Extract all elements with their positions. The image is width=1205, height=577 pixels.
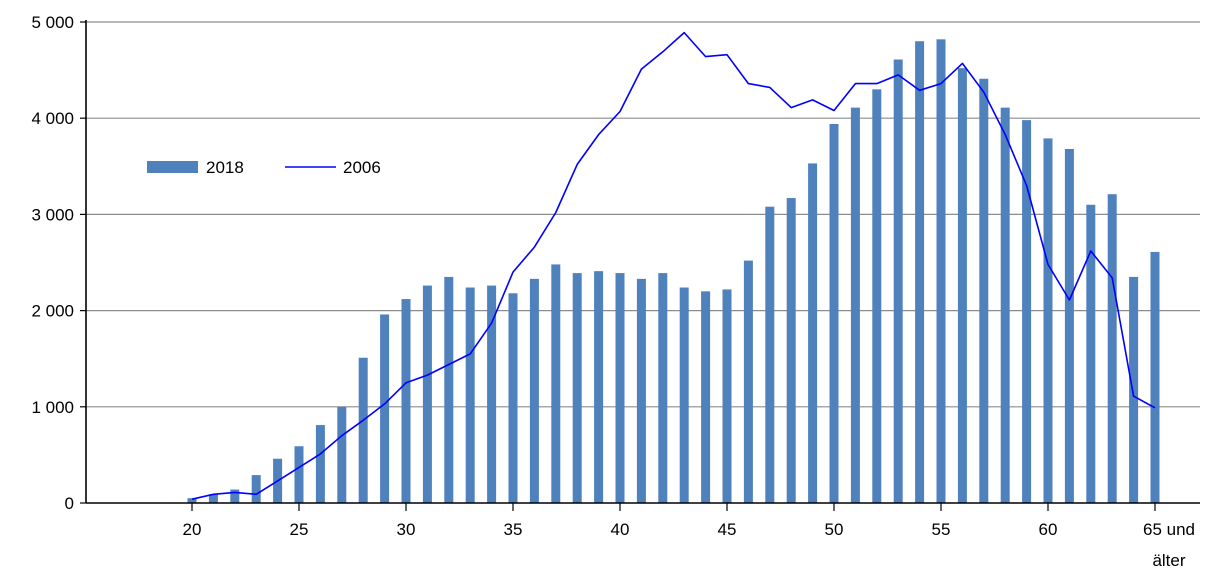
bar-2018 (1000, 107, 1010, 504)
bar-2018 (1086, 204, 1096, 503)
bar-2018 (1150, 251, 1160, 503)
bar-2018 (850, 107, 860, 504)
bar-2018 (786, 198, 796, 503)
bars-series-2018 (187, 39, 1160, 504)
y-tick-label: 0 (65, 494, 74, 513)
bar-2018 (1043, 138, 1053, 504)
legend-label-2018: 2018 (206, 158, 244, 177)
bar-2018 (529, 278, 539, 503)
bar-2018 (487, 285, 497, 503)
x-tick-label: 20 (183, 520, 202, 539)
bar-2018 (1022, 120, 1032, 504)
bar-2018 (594, 271, 604, 503)
line-series-2006 (191, 31, 1156, 500)
bar-2018 (679, 287, 689, 503)
bar-2018 (743, 260, 753, 503)
x-tick-label: 45 (718, 520, 737, 539)
x-tick-label: älter (1152, 551, 1185, 570)
x-tick-label: 25 (290, 520, 309, 539)
bar-2018 (422, 285, 432, 503)
bar-2018 (957, 68, 967, 504)
bar-2018 (979, 78, 989, 504)
x-tick-label: 50 (825, 520, 844, 539)
y-tick-label: 1 000 (31, 398, 74, 417)
bar-2018 (572, 273, 582, 503)
bar-2018 (251, 475, 261, 503)
grid-lines (86, 21, 1200, 408)
bar-2018 (508, 293, 518, 503)
legend: 2018 2006 (147, 158, 381, 177)
y-tick-label: 3 000 (31, 205, 74, 224)
bar-2018 (1064, 148, 1074, 503)
bar-2018 (294, 446, 304, 503)
bar-2018 (230, 489, 240, 503)
bar-2018 (358, 357, 368, 503)
y-tick-label: 2 000 (31, 302, 74, 321)
bar-2018 (208, 494, 218, 503)
y-tick-label: 4 000 (31, 109, 74, 128)
bar-2018 (829, 123, 839, 504)
y-tick-labels: 0 1 000 2 000 3 000 4 000 5 000 (31, 13, 86, 513)
bar-2018 (315, 425, 325, 503)
x-tick-label: 65 und (1143, 520, 1195, 539)
bar-2018 (444, 276, 454, 503)
y-tick-label: 5 000 (31, 13, 74, 32)
x-tick-label: 35 (504, 520, 523, 539)
bar-2018 (551, 264, 561, 503)
bar-2018 (936, 39, 946, 503)
bar-2018 (401, 299, 411, 503)
bar-2018 (872, 89, 882, 503)
bar-2018 (380, 314, 390, 503)
bar-2018 (1129, 276, 1139, 503)
bar-2018 (915, 41, 925, 504)
bar-2018 (337, 406, 347, 503)
x-tick-labels: 20 25 30 35 40 45 50 55 60 65 und älter (183, 503, 1195, 570)
x-tick-label: 40 (611, 520, 630, 539)
bar-2018 (722, 289, 732, 503)
legend-swatch-2018 (147, 161, 198, 173)
legend-label-2006: 2006 (343, 158, 381, 177)
x-tick-label: 60 (1039, 520, 1058, 539)
bar-2018 (465, 287, 475, 503)
x-tick-label: 55 (932, 520, 951, 539)
bar-2018 (187, 498, 197, 503)
bar-2018 (615, 273, 625, 503)
bar-2018 (658, 273, 668, 503)
bar-2018 (701, 291, 711, 503)
line-2006 (191, 31, 1156, 500)
x-tick-label: 30 (397, 520, 416, 539)
bar-2018 (1107, 194, 1117, 503)
bar-2018 (893, 59, 903, 503)
bar-2018 (636, 278, 646, 503)
bar-2018 (808, 163, 818, 503)
bar-2018 (765, 206, 775, 504)
axes (85, 20, 1200, 504)
